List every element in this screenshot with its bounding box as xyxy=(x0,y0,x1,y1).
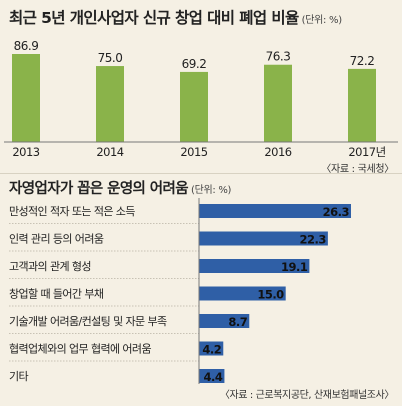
bar-value-label: 26.3 xyxy=(323,205,350,219)
bar xyxy=(199,231,328,246)
bar-value-label: 22.3 xyxy=(300,233,327,247)
bar xyxy=(199,369,225,383)
chart2-unit: (단위: %) xyxy=(190,185,232,196)
x-tick-label: 2016 xyxy=(264,145,291,159)
bar-value-label: 8.7 xyxy=(228,315,247,329)
bar-value-label: 4.4 xyxy=(204,370,223,384)
bar-value-label: 86.9 xyxy=(14,39,39,53)
closure-rate-bar-chart: 86.9 2013 75.0 2014 69.2 2015 76.3 2016 72.2 2017… xyxy=(4,39,398,159)
chart2-title: 자영업자가 꼽은 운영의 어려움 (단위: %) xyxy=(9,181,232,197)
category-label: 기타 xyxy=(9,370,29,383)
category-label: 창업할 때 들어간 부채 xyxy=(9,288,104,301)
bar-value-label: 75.0 xyxy=(98,51,123,65)
x-tick-label: 2014 xyxy=(96,145,123,159)
bar-2017년 xyxy=(348,68,376,142)
bar xyxy=(199,341,224,356)
chart1-title: 최근 5년 개인사업자 신규 창업 대비 폐업 비율 (단위: %) xyxy=(9,9,342,27)
category-label: 만성적인 적자 또는 적은 소득 xyxy=(9,205,135,218)
bar xyxy=(199,204,351,218)
bar-2014 xyxy=(96,66,124,142)
category-label: 고객과의 관계 형성 xyxy=(9,260,91,273)
chart1-unit: (단위: %) xyxy=(301,15,342,26)
bar xyxy=(199,286,286,301)
difficulties-bar-chart: 만성적인 적자 또는 적은 소득 26.3 인력 관리 등의 어려움 22.3 고객과의… xyxy=(9,198,351,384)
category-label: 인력 관리 등의 어려움 xyxy=(9,233,104,246)
chart2-source: 〈자료 : 근로복지공단, 산재보험패널조사〉 xyxy=(219,390,394,401)
chart1-source: 〈자료 : 국세청〉 xyxy=(321,164,394,175)
bar-value-label: 19.1 xyxy=(281,260,308,274)
bar-2015 xyxy=(180,71,208,142)
x-tick-label: 2013 xyxy=(12,145,39,159)
bar-value-label: 4.2 xyxy=(202,343,221,357)
bar-value-label: 69.2 xyxy=(182,57,207,71)
x-tick-label: 2017년 xyxy=(348,145,385,159)
section-divider xyxy=(0,173,402,174)
category-label: 협력업체와의 업무 협력에 어려움 xyxy=(9,343,151,356)
x-tick-label: 2015 xyxy=(180,145,207,159)
bar-2016 xyxy=(264,64,292,142)
bar-value-label: 76.3 xyxy=(266,50,291,64)
bar xyxy=(199,314,250,328)
bar-value-label: 15.0 xyxy=(257,288,284,302)
category-label: 기술개발 어려움/컨설팅 및 자문 부족 xyxy=(9,315,167,328)
bar-2013 xyxy=(12,54,40,142)
bar xyxy=(199,259,310,273)
bar-value-label: 72.2 xyxy=(350,54,375,68)
